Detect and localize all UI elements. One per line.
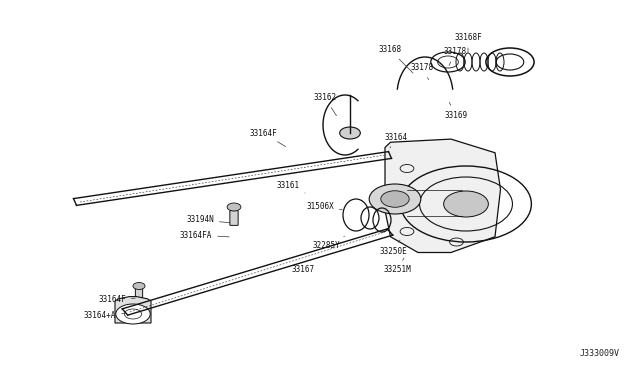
Polygon shape [385,139,500,253]
Text: 33178: 33178 [444,48,467,65]
FancyBboxPatch shape [136,289,143,301]
Text: 33178: 33178 [410,64,433,80]
Text: J333009V: J333009V [580,349,620,358]
Text: 33250E: 33250E [379,240,407,257]
Circle shape [381,191,409,207]
Text: 33164+A: 33164+A [84,311,125,321]
Text: 32285Y: 32285Y [312,236,344,250]
Polygon shape [115,296,151,323]
Text: 33164F: 33164F [98,295,135,305]
Circle shape [444,191,488,217]
Text: 33164FA: 33164FA [180,231,229,240]
Text: 33168F: 33168F [454,33,482,52]
Text: 33164: 33164 [385,132,408,148]
Circle shape [133,282,145,289]
Circle shape [369,184,421,214]
Text: 33168: 33168 [378,45,413,73]
Text: 33162: 33162 [314,93,337,116]
Circle shape [227,203,241,211]
Text: 33251M: 33251M [383,258,411,275]
Text: 33169: 33169 [444,102,468,119]
Text: 33164F: 33164F [249,128,285,147]
FancyBboxPatch shape [230,211,238,225]
Circle shape [340,127,360,139]
Text: 31506X: 31506X [306,202,342,212]
Circle shape [116,304,150,324]
Text: 33167: 33167 [291,260,315,275]
Text: 33161: 33161 [276,180,305,193]
Text: 33194N: 33194N [186,215,230,224]
